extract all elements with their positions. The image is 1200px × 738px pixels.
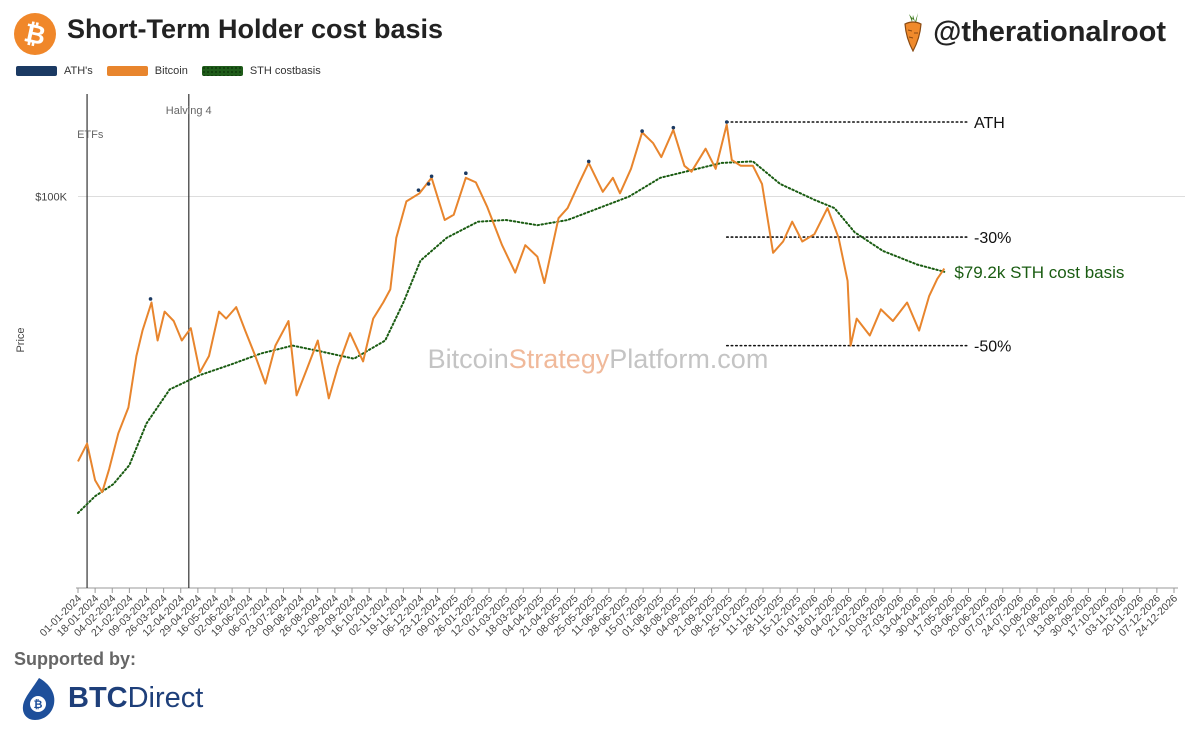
legend-swatch-ath bbox=[16, 66, 57, 76]
btc-direct-logo-icon: ₿ bbox=[22, 678, 55, 720]
ath-marker bbox=[671, 125, 676, 130]
y-tick-label: $100K bbox=[35, 192, 67, 204]
watermark: BitcoinStrategyPlatform.com bbox=[428, 344, 769, 374]
event-label: Halving 4 bbox=[166, 105, 212, 117]
ath-marker bbox=[429, 174, 434, 179]
legend-label-bitcoin: Bitcoin bbox=[154, 65, 188, 77]
bitcoin-price-line bbox=[77, 123, 946, 494]
ath-marker bbox=[640, 129, 644, 133]
watermark-part-1: Bitcoin bbox=[428, 344, 509, 374]
annotation-label: -30% bbox=[974, 230, 1011, 247]
watermark-part-2: Strategy bbox=[509, 344, 610, 374]
legend-item-ath[interactable]: ATH's bbox=[16, 65, 93, 77]
price-chart: $100KPrice01-01-202418-01-202404-02-2024… bbox=[15, 94, 1185, 639]
header: ₿ Short-Term Holder cost basis @theratio… bbox=[0, 0, 1200, 60]
chart-legend: ATH's Bitcoin STH costbasis bbox=[16, 65, 335, 77]
ath-marker bbox=[586, 159, 591, 164]
legend-label-ath: ATH's bbox=[64, 65, 93, 77]
sth-value-label: $79.2k STH cost basis bbox=[954, 263, 1124, 282]
ath-marker bbox=[724, 120, 729, 124]
ath-marker bbox=[416, 188, 421, 192]
author-tag: @therationalroot bbox=[901, 12, 1166, 52]
ath-marker bbox=[464, 171, 468, 176]
ath-marker bbox=[148, 297, 153, 301]
annotation-label: ATH bbox=[974, 115, 1005, 132]
legend-swatch-bitcoin bbox=[106, 66, 148, 76]
svg-text:₿: ₿ bbox=[34, 699, 43, 711]
y-axis-label: Price bbox=[15, 327, 27, 352]
supported-by-label: Supported by: bbox=[14, 649, 136, 669]
legend-label-sth: STH costbasis bbox=[249, 65, 321, 77]
btc-direct-bold: BTC bbox=[68, 682, 128, 714]
sth-costbasis-line bbox=[77, 160, 946, 514]
ath-marker bbox=[426, 182, 431, 186]
legend-swatch-sth bbox=[201, 66, 243, 76]
author-handle: @therationalroot bbox=[933, 15, 1166, 48]
bitcoin-icon: ₿ bbox=[14, 13, 56, 55]
btc-direct-wordmark[interactable]: BTCDirect bbox=[68, 682, 203, 715]
watermark-part-3: Platform.com bbox=[609, 344, 768, 374]
legend-item-sth[interactable]: STH costbasis bbox=[201, 65, 321, 77]
carrot-icon bbox=[904, 13, 922, 52]
page-title: Short-Term Holder cost basis bbox=[67, 14, 444, 44]
annotation-label: -50% bbox=[974, 339, 1011, 356]
legend-item-bitcoin[interactable]: Bitcoin bbox=[106, 65, 188, 77]
event-label: ETFs bbox=[77, 129, 104, 141]
btc-direct-rest: Direct bbox=[127, 682, 204, 714]
